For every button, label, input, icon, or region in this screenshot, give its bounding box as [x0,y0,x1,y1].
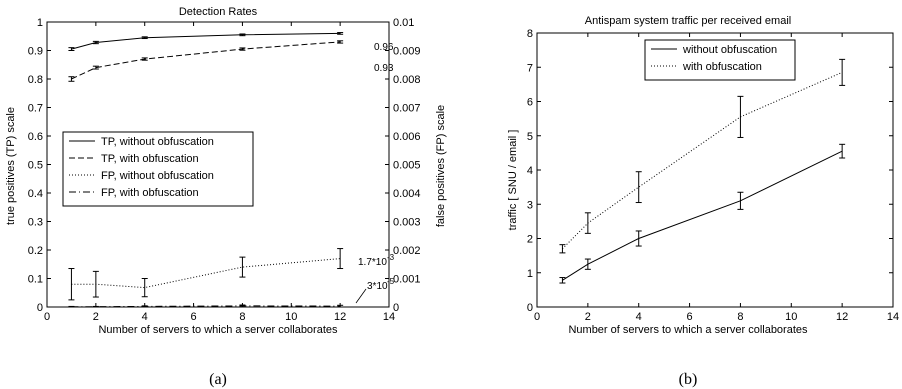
y-tick-label: 1 [527,268,533,280]
y2-tick-label: 0.006 [393,131,421,143]
legend-label: without obfuscation [682,44,777,56]
y2-tick-label: 0.007 [393,103,421,115]
legend-box [62,131,254,207]
x-tick-label: 4 [636,311,642,323]
x-tick-label: 10 [285,311,297,323]
chart-b-ylabel: traffic [ SNU / email ] [507,130,519,231]
x-tick-label: 2 [93,311,99,323]
x-tick-label: 4 [142,311,148,323]
y2-tick-label: 0.009 [393,46,421,58]
x-tick-label: 8 [737,311,743,323]
annotation-fp-with-exp: -5 [387,277,395,286]
annotation-tp-without: 0.96 [374,42,394,53]
y-tick-label: 0 [37,302,43,314]
x-tick-label: 12 [836,311,848,323]
y-tick-label: 0.3 [28,217,43,229]
annotation-fp-with: 3*10 [367,281,388,292]
series-line-with-obfuscation [562,71,843,250]
x-tick-label: 2 [585,311,591,323]
y-tick-label: 0.5 [28,160,43,172]
series-line-tp-without-obfuscation [71,32,341,50]
y2-tick-label: 0.001 [393,274,421,286]
annotation-tp-with: 0.93 [374,63,394,74]
x-tick-label: 10 [785,311,797,323]
chart-a-xlabel: Number of servers to which a server coll… [98,324,338,336]
y2-tick-label: 0.008 [393,74,421,86]
x-tick-label: 0 [44,311,50,323]
chart-b-xlabel: Number of servers to which a server coll… [568,324,808,336]
chart-b-title: Antispam system traffic per received ema… [585,15,791,27]
y-tick-label: 7 [527,62,533,74]
series-line-tp-with-obfuscation [71,41,341,80]
series-line-fp-without-obfuscation [71,258,341,289]
y2-tick-label: 0.003 [393,217,421,229]
caption-a: (a) [209,371,227,388]
x-tick-label: 0 [534,311,540,323]
y-tick-label: 6 [527,97,533,109]
x-tick-label: 6 [687,311,693,323]
x-tick-label: 8 [239,311,245,323]
y2-tick-label: 0.005 [393,160,421,172]
chart-a-ylabel: true positives (TP) scale [5,107,17,225]
y-tick-label: 2 [527,234,533,246]
y-tick-label: 0.1 [28,274,43,286]
x-tick-label: 14 [887,311,899,323]
y-tick-label: 4 [527,165,533,177]
y2-tick-label: 0.004 [393,188,421,200]
chart-a-plot: 0 2 4 6 8 10 12 1400.10.20.30.40.50.60.70.80.91… [28,17,421,323]
chart-a-y2label: false positives (FP) scale [435,105,447,227]
legend-label: with obfuscation [682,61,762,73]
y2-tick-label: 0.002 [393,245,421,257]
chart-a-title: Detection Rates [179,6,258,18]
legend-label: TP, with obfuscation [101,153,199,165]
x-tick-label: 14 [383,311,395,323]
y2-tick-label: 0.01 [393,17,414,29]
y-tick-label: 0.4 [28,188,43,200]
annotation-fp-with-leader [355,288,367,304]
x-tick-label: 12 [334,311,346,323]
y-tick-label: 0.8 [28,74,43,86]
y-tick-label: 1 [37,17,43,29]
legend-label: TP, without obfuscation [101,136,214,148]
legend-label: FP, with obfuscation [101,187,199,199]
annotation-fp-without: 1.7*10 [358,257,387,268]
x-tick-label: 6 [191,311,197,323]
y-tick-label: 3 [527,199,533,211]
legend-box [644,39,796,81]
y-tick-label: 0.7 [28,103,43,115]
annotation-fp-without-exp: -3 [387,253,395,262]
y-tick-label: 0.9 [28,46,43,58]
y-tick-label: 0 [527,302,533,314]
y-tick-label: 0.2 [28,245,43,257]
y-tick-label: 0.6 [28,131,43,143]
y-tick-label: 8 [527,28,533,40]
y-tick-label: 5 [527,131,533,143]
legend-label: FP, without obfuscation [101,170,214,182]
series-line-without-obfuscation [562,150,843,281]
y2-tick-label: 0 [393,302,399,314]
caption-b: (b) [679,371,698,388]
